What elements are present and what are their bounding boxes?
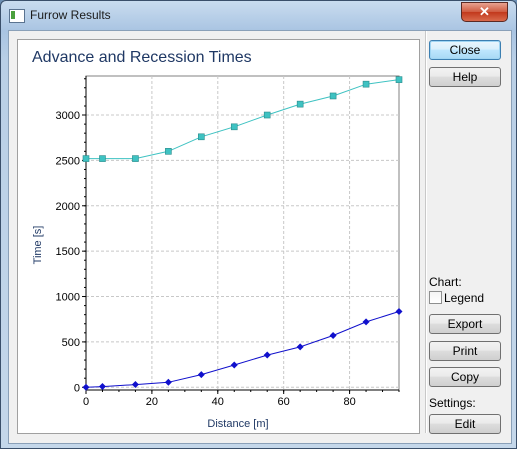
series-2-point [82,383,90,391]
series-2-point [263,351,271,359]
series-2-point [296,343,304,351]
chart-panel: Advance and Recession Times 0 20 40 60 80 0 50… [17,39,420,434]
copy-button[interactable]: Copy [429,367,501,387]
series-2-point [197,371,205,379]
series-2-point [230,361,238,369]
y-tick-label: 2000 [56,201,80,213]
y-axis-label: Time [s] [32,226,44,265]
x-tick-label: 40 [212,396,224,408]
y-tick-label: 3000 [56,110,80,122]
legend-checkbox[interactable] [429,291,442,304]
x-tick-label: 80 [343,396,355,408]
y-tick-label: 1000 [56,292,80,304]
series-1-point [132,155,139,162]
edit-button[interactable]: Edit [429,414,501,434]
series-1-point [329,92,337,100]
settings-section-label: Settings: [429,396,476,410]
series-2-point [329,332,337,340]
help-button[interactable]: Help [429,67,501,87]
legend-checkbox-label[interactable]: Legend [444,291,485,305]
chart-section-label: Chart: [429,275,462,289]
y-tick-label: 2500 [56,155,80,167]
chart-title: Advance and Recession Times [32,49,252,66]
series-2-line [85,311,400,388]
y-tick-label: 1500 [56,246,80,258]
series-1-point [296,100,304,108]
series-2-point [395,308,403,315]
x-axis-label: Distance [m] [207,418,268,430]
series-2-point [131,381,139,389]
plot-frame [85,75,400,391]
y-tick-label: 500 [62,337,80,349]
panel-divider [425,31,427,433]
series-1-line [86,79,400,160]
title-bar[interactable]: Furrow Results ✕ [1,1,516,31]
series-1-point [165,148,172,155]
client-area: Advance and Recession Times 0 20 40 60 80 0 50… [8,30,512,444]
series-2-point [98,383,106,391]
export-button[interactable]: Export [429,314,501,334]
chart: Advance and Recession Times 0 20 40 60 80 0 50… [32,49,403,430]
print-button[interactable]: Print [429,341,501,361]
series-1-point [82,155,90,162]
app-icon [9,9,25,23]
series-1-point [230,123,238,131]
series-1-point [395,76,403,83]
series-1-point [263,111,271,119]
series-2-point [164,378,172,386]
x-tick-label: 0 [83,396,89,408]
window-close-icon[interactable]: ✕ [461,2,508,22]
window-title: Furrow Results [30,8,111,22]
close-button[interactable]: Close [429,40,501,60]
series-1-point [362,80,370,88]
series-1-point [198,133,205,141]
x-tick-label: 20 [146,396,158,408]
x-tick-label: 60 [278,396,290,408]
series-1-point [99,155,106,162]
y-tick-label: 0 [74,382,80,394]
series-2-point [362,318,370,326]
